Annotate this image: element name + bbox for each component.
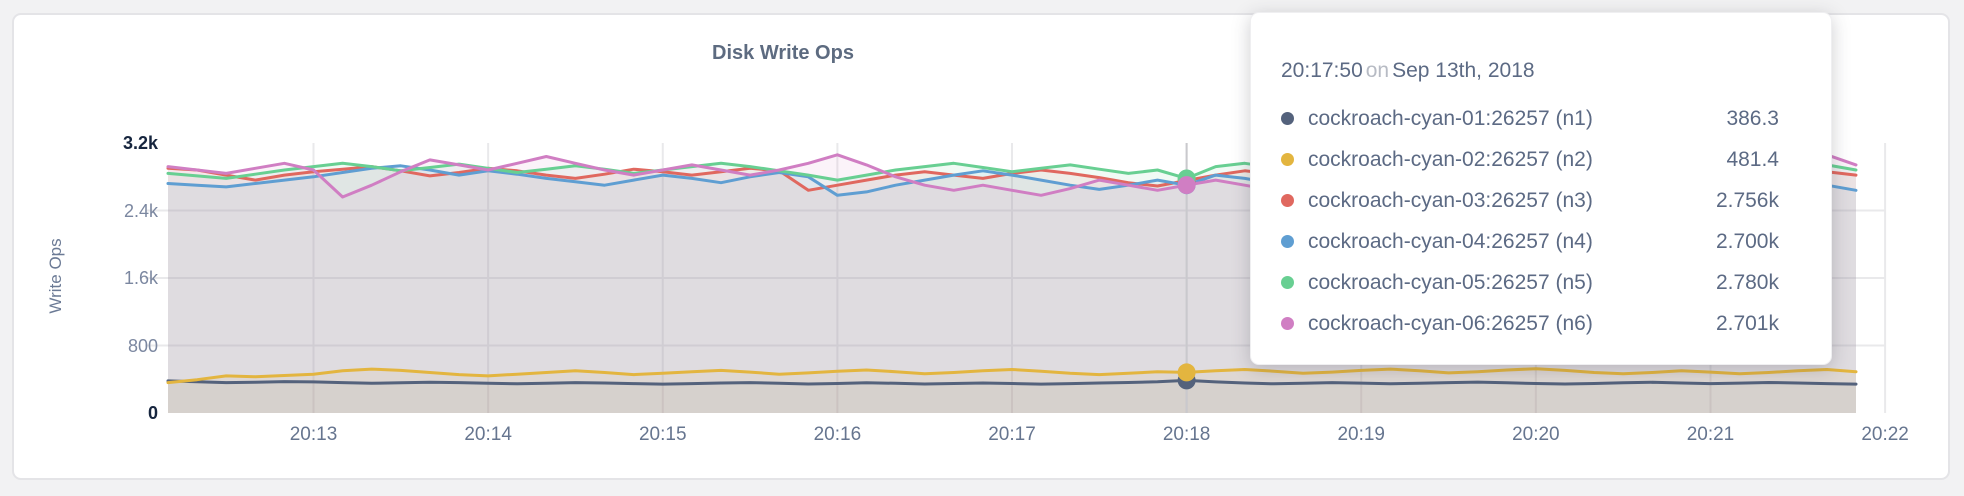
- area-n2: [168, 368, 1856, 413]
- x-tick-label-20:15: 20:15: [638, 424, 687, 445]
- tooltip-date: Sep 13th, 2018: [1392, 59, 1535, 82]
- x-tick-label-20:19: 20:19: [1337, 424, 1385, 445]
- tooltip-on-word: on: [1365, 59, 1390, 82]
- series-label-n3: cockroach-cyan-03:26257 (n3): [1308, 188, 1593, 212]
- x-tick-label-20:20: 20:20: [1512, 424, 1560, 445]
- x-tick-label-20:16: 20:16: [813, 424, 862, 445]
- tooltip-row-n5: cockroach-cyan-05:26257 (n5) 2.780k: [1281, 262, 1779, 303]
- series-value-n4: 2.700k: [1715, 229, 1779, 253]
- series-value-n1: 386.3: [1726, 106, 1779, 130]
- tooltip-row-n2: cockroach-cyan-02:26257 (n2) 481.4: [1281, 139, 1779, 180]
- tooltip-row-n4: cockroach-cyan-04:26257 (n4) 2.700k: [1281, 221, 1779, 262]
- series-value-n2: 481.4: [1726, 147, 1779, 171]
- area-n1: [168, 380, 1856, 413]
- series-value-n6: 2.701k: [1715, 311, 1779, 335]
- series-label-n1: cockroach-cyan-01:26257 (n1): [1308, 106, 1593, 130]
- x-tick-label-20:21: 20:21: [1686, 424, 1735, 445]
- tooltip-header: 20:17:50 on Sep 13th, 2018: [1281, 59, 1831, 83]
- chart-tooltip: 20:17:50 on Sep 13th, 2018 cockroach-cyan-…: [1250, 12, 1832, 365]
- y-tick-label-2.4k: 2.4k: [123, 200, 158, 221]
- series-label-n4: cockroach-cyan-04:26257 (n4): [1308, 229, 1593, 253]
- series-color-dot-n6: [1281, 317, 1294, 330]
- x-tick-label-20:18: 20:18: [1162, 424, 1211, 445]
- series-color-dot-n5: [1281, 276, 1294, 289]
- x-tick-label-20:13: 20:13: [289, 424, 338, 445]
- series-value-n3: 2.756k: [1715, 188, 1779, 212]
- y-tick-label-1.6k: 1.6k: [123, 268, 158, 288]
- hover-dot-n2: [1177, 363, 1196, 382]
- line-n1: [166, 378, 1858, 386]
- series-label-n6: cockroach-cyan-06:26257 (n6): [1308, 311, 1593, 335]
- x-tick-label-20:22: 20:22: [1861, 424, 1909, 445]
- tooltip-row-n3: cockroach-cyan-03:26257 (n3) 2.756k: [1281, 180, 1779, 221]
- line-n2: [166, 367, 1858, 385]
- x-tick-label-20:17: 20:17: [988, 424, 1036, 445]
- y-tick-label-0: 0: [147, 403, 158, 423]
- series-color-dot-n3: [1281, 194, 1294, 207]
- series-label-n2: cockroach-cyan-02:26257 (n2): [1308, 147, 1593, 171]
- x-tick-label-20:14: 20:14: [464, 424, 512, 445]
- series-color-dot-n1: [1281, 112, 1294, 125]
- y-tick-label-3.2k: 3.2k: [122, 133, 158, 153]
- tooltip-rows: cockroach-cyan-01:26257 (n1) 386.3 cockroa…: [1281, 98, 1831, 344]
- chart-title: Disk Write Ops: [712, 42, 854, 64]
- y-tick-label-800: 800: [127, 335, 158, 356]
- tooltip-row-n6: cockroach-cyan-06:26257 (n6) 2.701k: [1281, 303, 1779, 344]
- series-label-n5: cockroach-cyan-05:26257 (n5): [1308, 270, 1593, 294]
- series-color-dot-n2: [1281, 153, 1294, 166]
- series-color-dot-n4: [1281, 235, 1294, 248]
- hover-dot-n6: [1177, 176, 1196, 195]
- series-value-n5: 2.780k: [1715, 270, 1779, 294]
- tooltip-row-n1: cockroach-cyan-01:26257 (n1) 386.3: [1281, 98, 1779, 139]
- tooltip-time: 20:17:50: [1281, 59, 1363, 82]
